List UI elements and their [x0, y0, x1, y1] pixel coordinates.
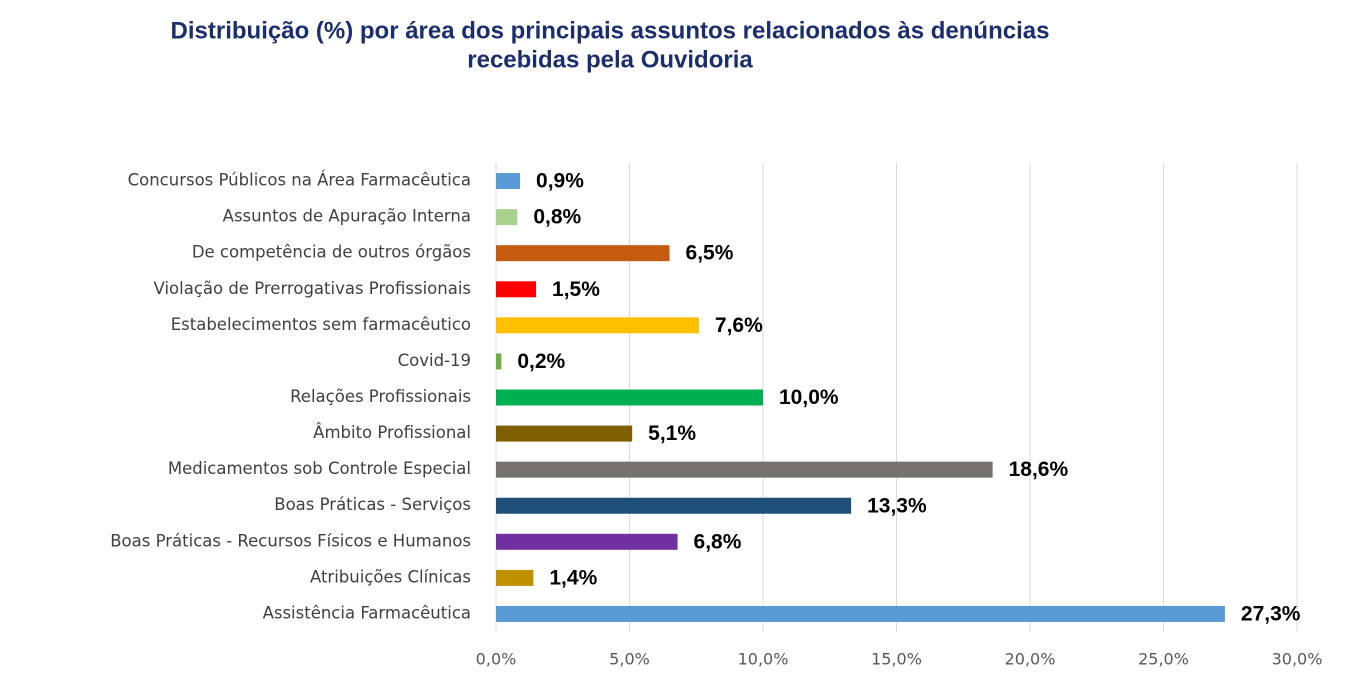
bar — [496, 245, 670, 262]
y-tick-label: De competência de outros órgãos — [192, 243, 471, 262]
bar — [496, 425, 633, 442]
x-tick-label: 0,0% — [476, 650, 517, 669]
y-tick-label: Assistência Farmacêutica — [263, 603, 471, 622]
bar — [496, 497, 852, 514]
chart-title: Distribuição (%) por área dos principais… — [171, 17, 1050, 44]
y-tick-label: Violação de Prerrogativas Profissionais — [154, 279, 471, 298]
value-label: 13,3% — [867, 494, 927, 517]
value-label: 5,1% — [648, 422, 696, 445]
value-label: 6,5% — [686, 242, 734, 265]
y-tick-label: Boas Práticas - Recursos Físicos e Human… — [110, 531, 471, 550]
x-tick-label: 5,0% — [609, 650, 650, 669]
y-tick-label: Medicamentos sob Controle Especial — [168, 459, 471, 478]
bar — [496, 353, 502, 370]
bar — [496, 317, 699, 334]
value-label: 18,6% — [1009, 458, 1069, 481]
x-tick-label: 25,0% — [1138, 650, 1189, 669]
value-label: 10,0% — [779, 386, 839, 409]
value-label: 1,5% — [552, 278, 600, 301]
bar — [496, 389, 763, 406]
value-label: 1,4% — [549, 566, 597, 589]
value-label: 0,8% — [533, 206, 581, 229]
value-label: 7,6% — [715, 314, 763, 337]
bar — [496, 209, 518, 226]
y-tick-label: Estabelecimentos sem farmacêutico — [171, 315, 471, 334]
x-tick-label: 15,0% — [871, 650, 922, 669]
bar — [496, 461, 993, 478]
y-tick-label: Relações Profissionais — [290, 387, 471, 406]
y-tick-label: Covid-19 — [398, 351, 471, 370]
value-label: 0,2% — [517, 350, 565, 373]
chart-title: recebidas pela Ouvidoria — [467, 46, 753, 73]
y-tick-label: Assuntos de Apuração Interna — [223, 207, 471, 226]
bar — [496, 569, 534, 586]
bar — [496, 173, 521, 190]
x-tick-label: 30,0% — [1272, 650, 1323, 669]
y-tick-label: Âmbito Profissional — [313, 423, 471, 442]
bar — [496, 605, 1225, 622]
y-tick-label: Boas Práticas - Serviços — [274, 495, 471, 514]
x-tick-label: 20,0% — [1005, 650, 1056, 669]
bar — [496, 533, 678, 550]
x-tick-label: 10,0% — [738, 650, 789, 669]
y-tick-label: Atribuições Clínicas — [310, 567, 471, 586]
value-label: 27,3% — [1241, 603, 1301, 626]
y-tick-label: Concursos Públicos na Área Farmacêutica — [128, 171, 471, 190]
bar — [496, 281, 537, 298]
value-label: 0,9% — [536, 170, 584, 193]
value-label: 6,8% — [694, 530, 742, 553]
